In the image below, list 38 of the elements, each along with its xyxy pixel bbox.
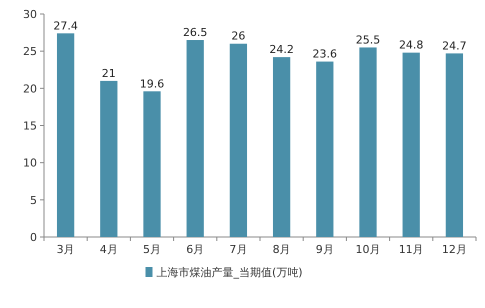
data-label: 24.7 [442, 39, 467, 52]
bar [230, 44, 248, 237]
x-tick-label: 5月 [143, 243, 161, 256]
bar [402, 52, 420, 237]
bar [186, 40, 204, 237]
x-tick-label: 9月 [316, 243, 334, 256]
bar [143, 91, 161, 237]
y-tick-label: 25 [23, 45, 37, 58]
data-label: 21 [102, 66, 116, 80]
y-tick-label: 10 [23, 156, 37, 170]
legend-label: 上海市煤油产量_当期值(万吨) [156, 266, 303, 279]
data-label: 27.4 [53, 19, 78, 32]
x-tick-label: 11月 [398, 243, 424, 256]
bar [316, 62, 334, 237]
y-tick-label: 15 [23, 120, 37, 132]
y-tick-label: 0 [30, 231, 37, 244]
data-label: 19.6 [140, 77, 164, 90]
x-tick-label: 8月 [272, 243, 291, 256]
x-tick-label: 7月 [229, 243, 248, 256]
bar [359, 47, 377, 237]
data-label: 26.5 [182, 26, 208, 40]
y-tick-label: 5 [30, 194, 37, 207]
y-tick-label: 20 [23, 82, 37, 96]
x-tick-label: 4月 [100, 243, 118, 256]
data-label: 24.2 [269, 43, 294, 56]
bar [100, 80, 118, 237]
y-tick-label: 30 [23, 8, 37, 21]
data-label: 26 [231, 30, 246, 43]
data-label: 25.5 [356, 33, 380, 46]
data-label: 24.8 [398, 38, 424, 52]
x-tick-label: 10月 [356, 243, 380, 256]
bar [446, 53, 464, 237]
x-tick-label: 6月 [186, 243, 204, 256]
x-tick-label: 12月 [442, 243, 467, 256]
data-label: 23.6 [312, 48, 338, 61]
bar [56, 33, 74, 237]
x-tick-label: 3月 [56, 243, 75, 256]
bar [272, 57, 290, 237]
